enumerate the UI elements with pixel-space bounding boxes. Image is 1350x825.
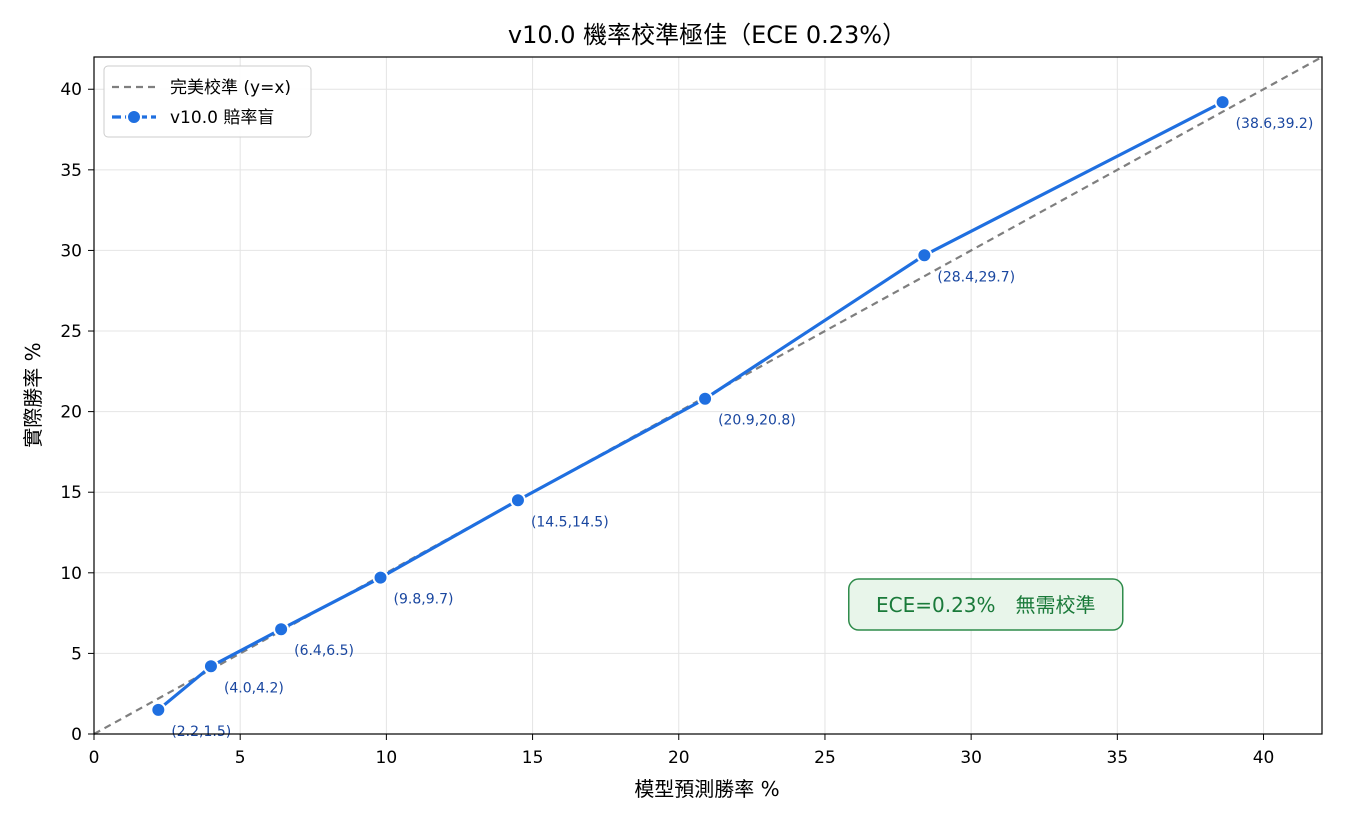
chart-title: v10.0 機率校準極佳（ECE 0.23%） [508, 21, 906, 49]
data-point-label: (9.8,9.7) [394, 592, 454, 608]
x-tick-label: 40 [1253, 748, 1275, 768]
ece-annotation: ECE=0.23% 無需校準 [848, 578, 1124, 631]
annotation-text: ECE=0.23% 無需校準 [876, 593, 1096, 617]
data-point [916, 247, 933, 264]
legend-box [103, 65, 312, 138]
x-tick-label: 0 [89, 748, 100, 768]
data-point-label: (4.0,4.2) [224, 680, 284, 696]
data-point-label: (2.2,1.5) [171, 724, 231, 740]
series-layer: (2.2,1.5) (4.0,4.2) (6.4,6.5) (9.8,9.7) (14.… [93, 56, 1323, 740]
y-tick-label: 20 [60, 403, 82, 423]
y-tick-label: 0 [71, 725, 82, 745]
y-tick-label: 15 [60, 483, 82, 503]
y-tick-label: 25 [60, 322, 82, 342]
legend-label-v10: v10.0 賠率盲 [170, 108, 274, 128]
y-tick-label: 35 [60, 161, 82, 181]
x-tick-label: 15 [522, 748, 544, 768]
data-point [372, 569, 389, 586]
grid-lines [93, 57, 1322, 735]
y-tick-label: 30 [60, 241, 82, 261]
data-point-label: (20.9,20.8) [718, 413, 796, 429]
data-point [697, 390, 714, 407]
y-tick-label: 10 [60, 564, 82, 584]
legend-marker-v10 [126, 109, 142, 125]
x-tick-label: 10 [376, 748, 398, 768]
data-point-label: (6.4,6.5) [294, 643, 354, 659]
x-tick-label: 5 [235, 748, 246, 768]
axis-ticks: 0 5 10 15 20 25 30 35 40 0 5 10 15 20 25 30 35 40 [60, 80, 1274, 768]
x-tick-label: 35 [1107, 748, 1129, 768]
data-point [509, 492, 526, 509]
legend-label-reference: 完美校準 (y=x) [170, 78, 291, 98]
x-axis-label: 模型預測勝率 % [634, 777, 779, 801]
data-point [1214, 94, 1231, 111]
y-tick-label: 40 [60, 80, 82, 100]
x-tick-label: 30 [960, 748, 982, 768]
data-point [273, 621, 290, 638]
plot-frame [93, 56, 1323, 735]
y-axis-label: 實際勝率 % [21, 342, 45, 447]
legend: 完美校準 (y=x) v10.0 賠率盲 [103, 65, 312, 138]
y-tick-label: 5 [71, 644, 82, 664]
data-point-label: (28.4,29.7) [937, 269, 1015, 285]
data-point [150, 701, 167, 718]
data-point-label: (38.6,39.2) [1236, 116, 1314, 132]
v10-calibration-line [157, 100, 1224, 712]
x-tick-label: 20 [668, 748, 690, 768]
annotation-box [848, 578, 1124, 631]
data-point-label: (14.5,14.5) [531, 514, 609, 530]
x-tick-label: 25 [814, 748, 836, 768]
data-point [202, 658, 219, 675]
